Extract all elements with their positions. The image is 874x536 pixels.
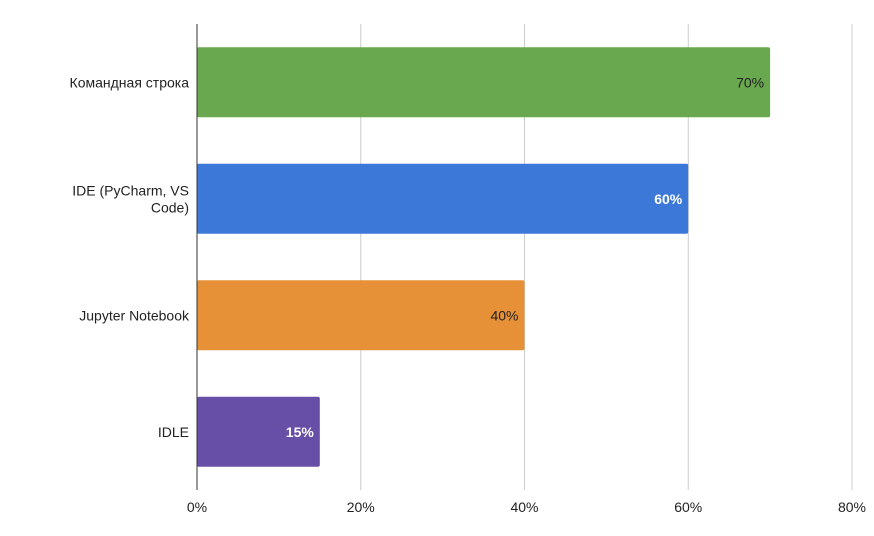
data-label-3: 15% — [286, 424, 315, 440]
data-label-1: 60% — [654, 191, 683, 207]
x-tick-label-0: 0% — [187, 499, 207, 515]
x-tick-label-2: 40% — [510, 499, 538, 515]
category-labels: Командная строка IDE (PyCharm, VS Code) Jup… — [70, 74, 190, 440]
category-label-1: IDE (PyCharm, VS Code) — [72, 182, 189, 215]
bar-0 — [197, 47, 771, 118]
x-tick-label-1: 20% — [347, 499, 375, 515]
x-tick-label-3: 60% — [674, 499, 702, 515]
x-axis-ticks: 0% 20% 40% 60% 80% — [187, 499, 866, 515]
category-label-0: Командная строка — [70, 74, 190, 90]
bar-3 — [197, 396, 320, 467]
x-tick-label-4: 80% — [838, 499, 866, 515]
data-label-0: 70% — [736, 74, 764, 90]
data-label-2: 40% — [490, 307, 518, 323]
bars — [197, 47, 771, 467]
category-label-2: Jupyter Notebook — [79, 307, 190, 323]
bar-2 — [197, 280, 525, 351]
bar-1 — [197, 163, 689, 234]
category-label-3: IDLE — [158, 424, 189, 440]
data-labels: 70% 60% 40% 15% — [286, 74, 764, 440]
